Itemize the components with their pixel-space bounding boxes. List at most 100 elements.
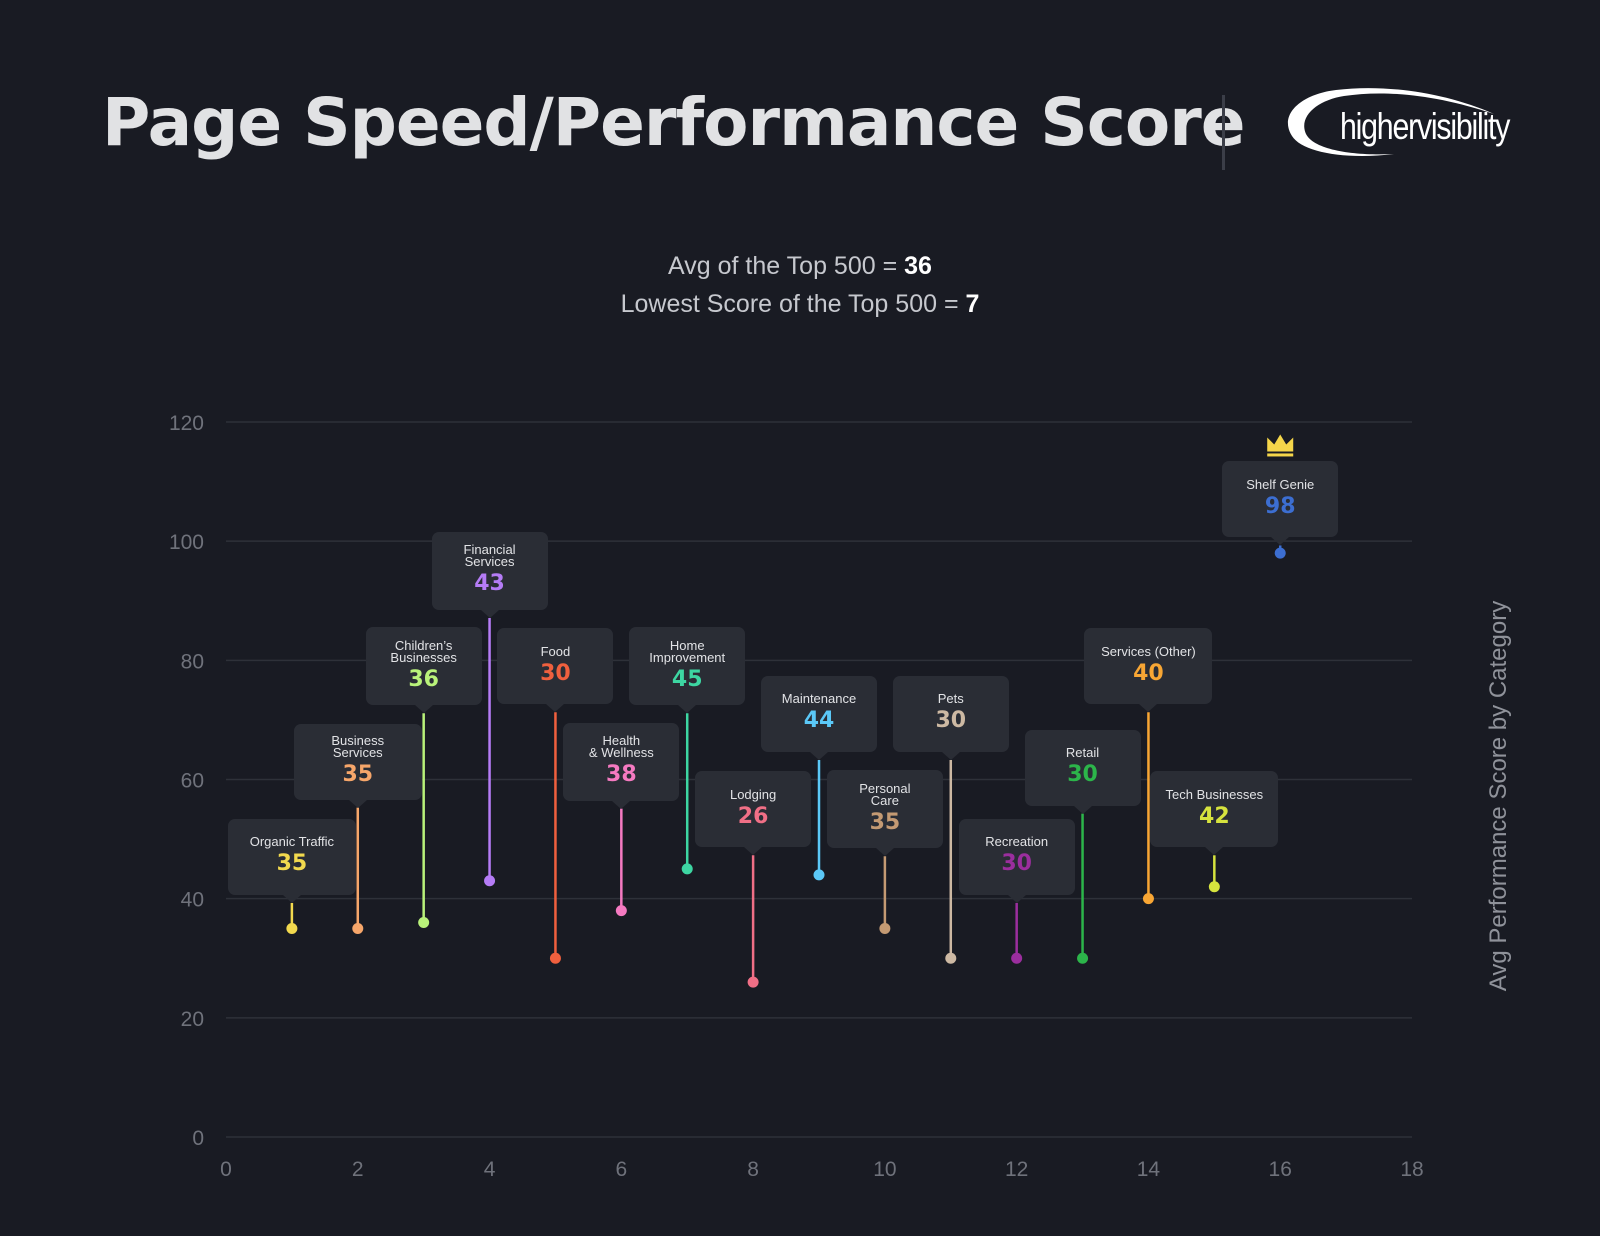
x-tick-label: 14 bbox=[1137, 1158, 1161, 1181]
data-point bbox=[813, 869, 825, 881]
x-tick-label: 0 bbox=[220, 1158, 232, 1181]
callout-pointer bbox=[348, 799, 367, 808]
callout-category-label: Financial Services bbox=[463, 542, 516, 570]
callout-value-label: 35 bbox=[869, 809, 901, 835]
y-tick-label: 40 bbox=[181, 889, 204, 912]
callout-category-label: Organic Traffic bbox=[249, 834, 335, 850]
crown-base bbox=[1267, 453, 1294, 457]
data-point bbox=[352, 922, 364, 934]
x-tick-label: 4 bbox=[484, 1158, 496, 1181]
callout-pointer bbox=[1271, 537, 1290, 546]
data-point bbox=[286, 922, 298, 934]
callout-box: Lodging 26 bbox=[695, 771, 812, 848]
y-tick-label: 20 bbox=[181, 1008, 204, 1031]
brand-logo: highervisibility bbox=[1284, 84, 1524, 164]
callout-category-label: Tech Businesses bbox=[1165, 786, 1264, 802]
callout-box: Retail 30 bbox=[1024, 729, 1141, 806]
callout-category-label: Services (Other) bbox=[1101, 643, 1196, 659]
lowest-stat-label: Lowest Score of the Top 500 = bbox=[620, 290, 966, 318]
callout-pointer bbox=[282, 894, 301, 903]
logo-text: highervisibility bbox=[1340, 106, 1510, 147]
callout-category-label: Home Improvement bbox=[649, 637, 726, 665]
callout-value-label: 30 bbox=[1067, 762, 1098, 788]
callout-category-label: Food bbox=[540, 643, 571, 659]
average-stat-label: Avg of the Top 500 = bbox=[668, 252, 905, 280]
callout-pointer bbox=[810, 751, 828, 760]
callout-label: Services (Other) 40 bbox=[1084, 628, 1213, 713]
callout-category-label: Personal Care bbox=[859, 780, 911, 808]
callout-value-label: 30 bbox=[1001, 851, 1032, 877]
callout-category-label: Children’s Businesses bbox=[390, 637, 457, 665]
callout-label: Financial Services 43 bbox=[431, 531, 548, 618]
callout-category-label: Business Services bbox=[331, 733, 385, 761]
data-point bbox=[681, 863, 693, 875]
y-tick-label: 60 bbox=[181, 770, 204, 793]
callout-label: Food 30 bbox=[497, 628, 614, 713]
callout-value-label: 42 bbox=[1199, 803, 1230, 829]
callout-value-label: 44 bbox=[803, 708, 835, 734]
data-point bbox=[1077, 952, 1089, 964]
callout-box: Services (Other) 40 bbox=[1084, 628, 1213, 705]
x-tick-label: 6 bbox=[615, 1158, 627, 1181]
callout-category-label: Shelf Genie bbox=[1246, 476, 1315, 492]
callout-pointer bbox=[414, 705, 433, 714]
callout-label: Home Improvement 45 bbox=[629, 627, 746, 714]
callout-label: Children’s Businesses 36 bbox=[365, 627, 482, 714]
callout-label: Maintenance 44 bbox=[761, 675, 877, 760]
callout-label: Health & Wellness 38 bbox=[563, 722, 680, 809]
callout-box: Pets 30 bbox=[892, 675, 1009, 752]
callout-pointer bbox=[480, 609, 499, 618]
callout-pointer bbox=[1205, 847, 1224, 856]
callout-box: Home Improvement 45 bbox=[629, 627, 746, 706]
callout-box: Recreation 30 bbox=[958, 818, 1075, 895]
callout-label: Shelf Genie 98 bbox=[1222, 461, 1339, 546]
callout-label: Pets 30 bbox=[892, 675, 1009, 760]
callout-category-label: Maintenance bbox=[781, 691, 857, 707]
data-point bbox=[549, 952, 561, 964]
callout-value-label: 43 bbox=[474, 571, 505, 597]
callout-pointer bbox=[678, 705, 697, 714]
callout-pointer bbox=[941, 751, 960, 760]
callout-box: Tech Businesses 42 bbox=[1150, 771, 1279, 848]
y-tick-label: 100 bbox=[169, 531, 204, 554]
callout-category-label: Lodging bbox=[729, 786, 777, 802]
header-divider bbox=[1222, 95, 1225, 170]
callout-box: Maintenance 44 bbox=[761, 675, 877, 752]
average-stat-value: 36 bbox=[904, 252, 932, 280]
y-tick-label: 0 bbox=[192, 1127, 204, 1150]
callout-pointer bbox=[1073, 805, 1092, 814]
data-point bbox=[1011, 952, 1023, 964]
x-tick-label: 8 bbox=[747, 1158, 759, 1181]
callout-box: Shelf Genie 98 bbox=[1222, 461, 1339, 538]
callout-box: Children’s Businesses 36 bbox=[365, 627, 482, 706]
callout-value-label: 30 bbox=[935, 708, 967, 734]
lowest-stat-value: 7 bbox=[965, 290, 980, 318]
page-title: Page Speed/Performance Score bbox=[102, 84, 1246, 161]
callout-box: Financial Services 43 bbox=[431, 531, 548, 610]
callout-value-label: 45 bbox=[671, 666, 703, 692]
callout-label: Personal Care 35 bbox=[826, 770, 943, 857]
callout-value-label: 38 bbox=[606, 762, 637, 788]
data-point bbox=[1274, 547, 1286, 559]
callout-pointer bbox=[1007, 894, 1026, 903]
callout-value-label: 35 bbox=[342, 762, 374, 788]
callout-value-label: 35 bbox=[276, 851, 308, 877]
callout-value-label: 40 bbox=[1133, 660, 1164, 686]
callout-category-label: Recreation bbox=[985, 834, 1049, 850]
data-point bbox=[615, 905, 627, 917]
x-tick-label: 18 bbox=[1400, 1158, 1423, 1181]
callout-pointer bbox=[612, 800, 631, 809]
x-tick-label: 10 bbox=[873, 1158, 896, 1181]
callout-category-label: Pets bbox=[937, 691, 964, 707]
callout-label: Organic Traffic 35 bbox=[227, 818, 356, 903]
callout-label: Business Services 35 bbox=[293, 723, 422, 808]
data-point bbox=[879, 922, 891, 934]
crown-icon bbox=[1267, 434, 1294, 452]
data-point bbox=[945, 952, 957, 964]
callout-category-label: Health & Wellness bbox=[588, 733, 654, 761]
data-point bbox=[1208, 881, 1220, 893]
callout-box: Business Services 35 bbox=[293, 723, 422, 800]
callout-category-label: Retail bbox=[1065, 745, 1100, 761]
x-tick-label: 16 bbox=[1269, 1158, 1292, 1181]
